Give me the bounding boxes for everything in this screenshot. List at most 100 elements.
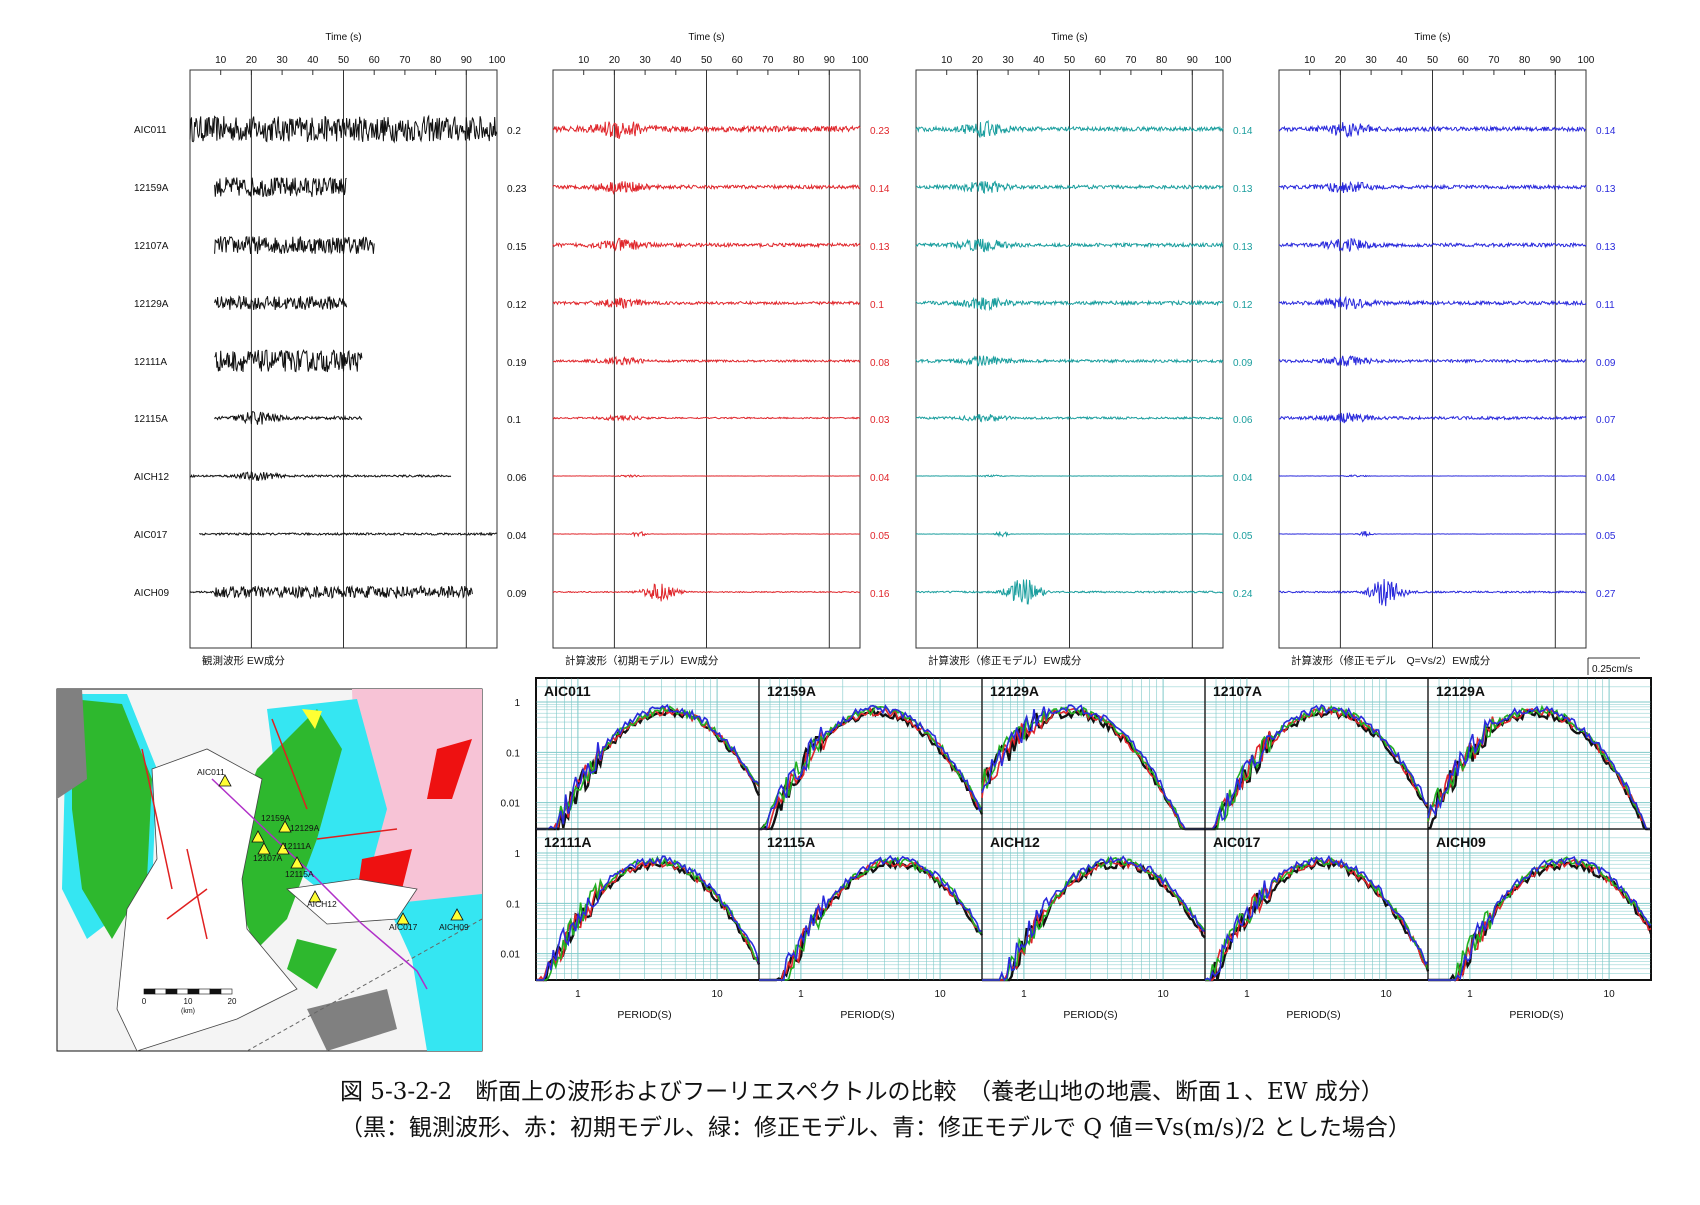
- spectrum-panel: AIC017 1 10 PERIOD(S): [1204, 828, 1430, 1021]
- time-tick-label: 50: [701, 55, 713, 66]
- waveform-trace: [552, 181, 861, 195]
- peak-amplitude-label: 0.04: [507, 531, 527, 542]
- map-yellow-area: [302, 709, 322, 729]
- waveform-trace: [199, 531, 498, 537]
- peak-amplitude-label: 0.14: [1233, 126, 1253, 137]
- time-tick-label: 30: [1366, 55, 1378, 66]
- map-bay: [286, 878, 418, 925]
- map-bay: [116, 748, 298, 1051]
- map-station-marker: [308, 890, 322, 903]
- time-axis-title: Time (s): [325, 32, 361, 43]
- map-scale-unit: (km): [181, 1008, 195, 1015]
- waveform-trace: [552, 583, 861, 602]
- time-tick-label: 80: [1156, 55, 1168, 66]
- time-tick-label: 30: [277, 55, 289, 66]
- waveform-panel: Time (s) 10 20 30 40 50 60 70 80 90 100 計算波形（修正モデル）…: [915, 32, 1253, 667]
- map-station-label: 12107A: [253, 853, 283, 863]
- peak-amplitude-label: 0.12: [1233, 300, 1253, 311]
- map-scale-bar-segment: [143, 988, 156, 995]
- map-scale-bar-segment: [209, 988, 222, 995]
- map-scale-bar-segment: [198, 988, 211, 995]
- spectrum-curve-modified_q: [982, 855, 1206, 982]
- spectrum-curve-modified_q: [536, 855, 760, 981]
- spectrum-x-tick: 1: [798, 989, 804, 1000]
- time-tick-label: 60: [1458, 55, 1470, 66]
- map-red-area: [427, 739, 472, 799]
- map-station-marker: [218, 774, 232, 787]
- waveform-panel: Time (s) 10 20 30 40 50 60 70 80 90 100 計算波形（修正モデル …: [1278, 32, 1616, 667]
- time-axis-title: Time (s): [688, 32, 724, 43]
- waveform-trace: [214, 177, 347, 198]
- map-fault-line: [141, 748, 173, 890]
- waveform-trace: [189, 584, 473, 600]
- waveform-panel-label: 計算波形（初期モデル）EW成分: [565, 654, 719, 667]
- time-tick-label: 70: [399, 55, 411, 66]
- peak-amplitude-label: 0.06: [507, 473, 527, 484]
- map-green-area: [287, 939, 337, 989]
- time-tick-label: 60: [369, 55, 381, 66]
- time-tick-label: 50: [1427, 55, 1439, 66]
- station-label: AIC017: [134, 530, 168, 541]
- spectrum-panel: 12159A: [758, 677, 984, 831]
- peak-amplitude-label: 0.05: [870, 531, 890, 542]
- map-scale-tick: 10: [184, 997, 193, 1006]
- time-tick-label: 80: [793, 55, 805, 66]
- spectrum-panel-frame: [758, 677, 983, 830]
- time-tick-label: 30: [1003, 55, 1015, 66]
- spectrum-curve-modified: [759, 705, 983, 830]
- spectrum-station-label: AICH12: [990, 834, 1040, 850]
- spectrum-y-tick: 1: [514, 698, 520, 709]
- map-station-label: AIC011: [197, 767, 225, 777]
- peak-amplitude-label: 0.06: [1233, 415, 1253, 426]
- spectrum-panel: 12129A: [981, 677, 1206, 831]
- waveform-trace: [552, 237, 861, 252]
- time-tick-label: 60: [732, 55, 744, 66]
- waveform-trace: [1278, 355, 1587, 368]
- spectrum-xlabel: PERIOD(S): [617, 1009, 671, 1021]
- waveform-trace: [915, 355, 1224, 367]
- time-tick-label: 40: [307, 55, 319, 66]
- station-label: 12107A: [134, 241, 169, 252]
- waveform-trace: [552, 121, 861, 140]
- waveform-panel-label: 観測波形 EW成分: [202, 654, 285, 667]
- time-tick-label: 10: [578, 55, 590, 66]
- map-station-label: 12129A: [290, 823, 320, 833]
- peak-amplitude-label: 0.07: [1596, 415, 1616, 426]
- station-label: AICH12: [134, 472, 169, 483]
- spectrum-xlabel: PERIOD(S): [840, 1009, 894, 1021]
- spectrum-station-label: AICH09: [1436, 834, 1486, 850]
- spectrum-station-label: 12129A: [1436, 683, 1485, 699]
- spectrum-curve-initial: [1427, 707, 1651, 830]
- waveform-trace: [1278, 237, 1587, 252]
- time-tick-label: 20: [972, 55, 984, 66]
- map-fault-line: [316, 828, 398, 840]
- map-scale-tick: 20: [228, 997, 237, 1006]
- map-station-marker: [251, 830, 265, 843]
- time-tick-label: 10: [941, 55, 953, 66]
- time-tick-label: 100: [1215, 55, 1232, 66]
- peak-amplitude-label: 0.27: [1596, 589, 1616, 600]
- time-tick-label: 10: [1304, 55, 1316, 66]
- map-station-marker: [276, 842, 290, 855]
- peak-amplitude-label: 0.13: [1596, 242, 1616, 253]
- spectrum-panel-frame: [1427, 828, 1652, 981]
- time-tick-label: 30: [640, 55, 652, 66]
- peak-amplitude-label: 0.23: [870, 126, 890, 137]
- map-grey-area: [57, 689, 87, 799]
- spectrum-curve-initial: [759, 859, 983, 981]
- time-tick-label: 40: [670, 55, 682, 66]
- waveform-panel: Time (s) 10 20 30 40 50 60 70 80 90 100 計算波形（初期モデル）…: [552, 32, 890, 667]
- waveform-trace: [553, 355, 861, 366]
- peak-amplitude-label: 0.04: [1233, 473, 1253, 484]
- peak-amplitude-label: 0.09: [1596, 358, 1616, 369]
- spectrum-x-tick: 10: [1604, 989, 1616, 1000]
- spectrum-x-tick: 1: [1467, 989, 1473, 1000]
- peak-amplitude-label: 0.13: [870, 242, 890, 253]
- spectrum-x-tick: 10: [1381, 989, 1393, 1000]
- peak-amplitude-label: 0.05: [1596, 531, 1616, 542]
- peak-amplitude-label: 0.23: [507, 184, 527, 195]
- map-scale-bar-segment: [176, 988, 189, 995]
